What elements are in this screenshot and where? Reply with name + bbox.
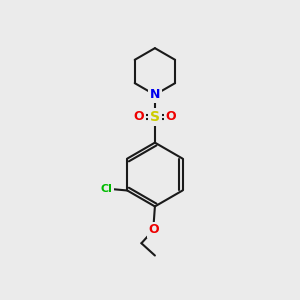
Text: O: O — [166, 110, 176, 123]
Text: O: O — [148, 223, 159, 236]
Text: O: O — [134, 110, 144, 123]
Text: S: S — [150, 110, 160, 124]
Text: Cl: Cl — [100, 184, 112, 194]
Text: N: N — [150, 88, 160, 101]
